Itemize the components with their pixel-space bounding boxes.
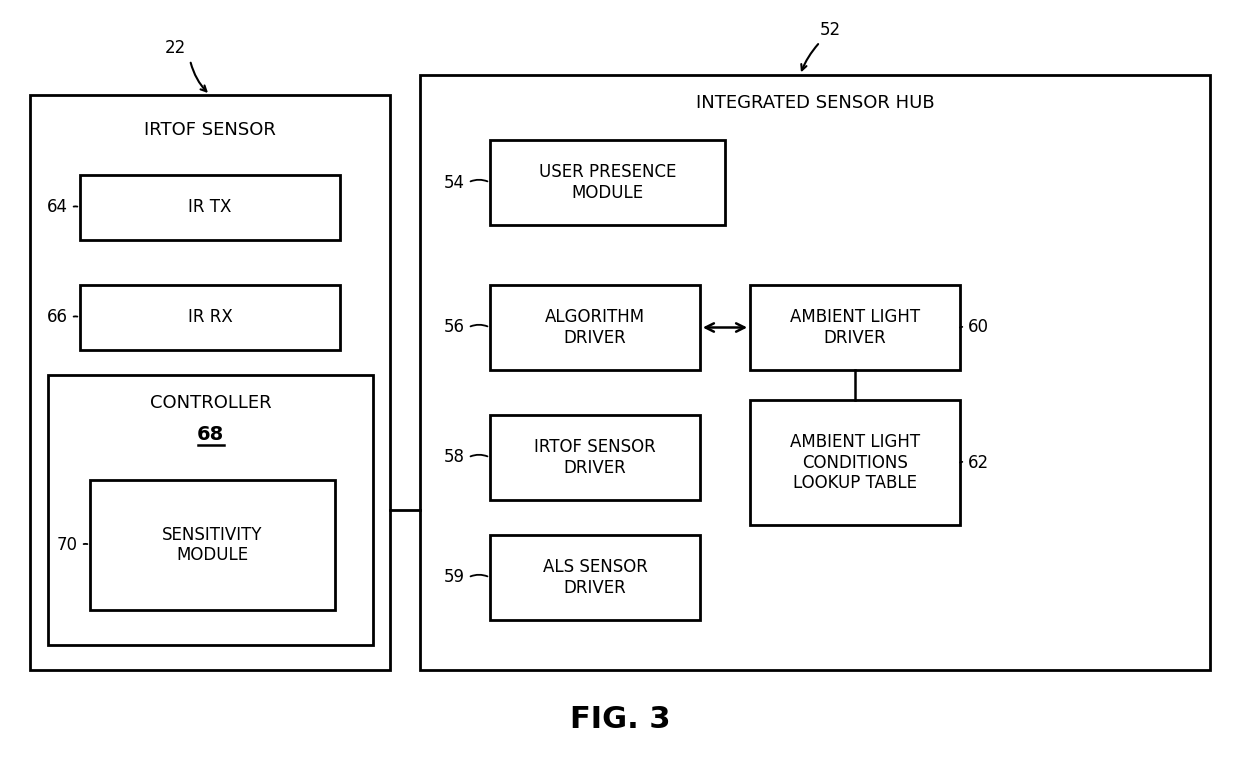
- Text: 66: 66: [47, 308, 68, 327]
- Text: SENSITIVITY
MODULE: SENSITIVITY MODULE: [162, 526, 263, 565]
- Text: FIG. 3: FIG. 3: [569, 706, 671, 735]
- Text: IR RX: IR RX: [187, 308, 232, 327]
- Text: AMBIENT LIGHT
DRIVER: AMBIENT LIGHT DRIVER: [790, 308, 920, 347]
- Text: 68: 68: [197, 426, 224, 445]
- Bar: [750, 400, 960, 525]
- Text: 60: 60: [968, 318, 990, 336]
- Text: 62: 62: [968, 453, 990, 472]
- Text: USER PRESENCE
MODULE: USER PRESENCE MODULE: [539, 163, 676, 202]
- Text: ALS SENSOR
DRIVER: ALS SENSOR DRIVER: [543, 558, 647, 597]
- Text: 56: 56: [444, 318, 465, 336]
- Bar: [48, 375, 373, 645]
- Text: 58: 58: [444, 449, 465, 466]
- Bar: [490, 415, 701, 500]
- Bar: [490, 535, 701, 620]
- Text: 70: 70: [57, 536, 78, 554]
- Text: ALGORITHM
DRIVER: ALGORITHM DRIVER: [544, 308, 645, 347]
- Text: CONTROLLER: CONTROLLER: [150, 394, 272, 412]
- Bar: [490, 285, 701, 370]
- Bar: [81, 175, 340, 240]
- Text: 59: 59: [444, 568, 465, 587]
- Bar: [91, 480, 335, 610]
- Text: IR TX: IR TX: [188, 198, 232, 217]
- Text: INTEGRATED SENSOR HUB: INTEGRATED SENSOR HUB: [696, 94, 934, 112]
- Bar: [420, 75, 1210, 670]
- Text: 64: 64: [47, 198, 68, 217]
- Bar: [81, 285, 340, 350]
- Text: 52: 52: [820, 21, 841, 39]
- Text: IRTOF SENSOR
DRIVER: IRTOF SENSOR DRIVER: [534, 438, 656, 477]
- Bar: [30, 95, 391, 670]
- Bar: [750, 285, 960, 370]
- Text: AMBIENT LIGHT
CONDITIONS
LOOKUP TABLE: AMBIENT LIGHT CONDITIONS LOOKUP TABLE: [790, 433, 920, 492]
- Text: IRTOF SENSOR: IRTOF SENSOR: [144, 121, 277, 139]
- Bar: [490, 140, 725, 225]
- Text: 54: 54: [444, 173, 465, 192]
- Text: 22: 22: [165, 39, 186, 57]
